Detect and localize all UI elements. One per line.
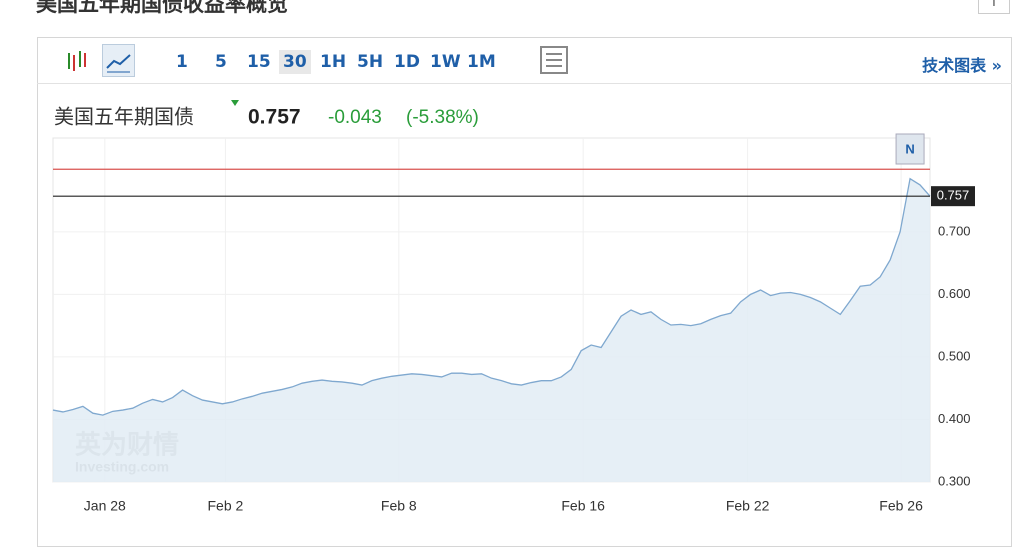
chart: 美国五年期国债 0.757 -0.043 (-5.38%) 0.300 0.400… xyxy=(52,100,975,514)
chart-type-icons[interactable] xyxy=(62,37,122,84)
quote-name: 美国五年期国债 xyxy=(54,105,194,129)
annotation-box xyxy=(895,133,925,165)
table-icon[interactable] xyxy=(540,46,570,76)
interval-button[interactable]: 30 xyxy=(279,50,311,74)
x-tick-label: Feb 2 xyxy=(208,498,244,514)
y-tick-label: 0.300 xyxy=(938,473,971,488)
interval-button[interactable]: 1M xyxy=(467,52,496,72)
last-price-tag xyxy=(931,186,975,207)
technical-chart-link[interactable]: 技术图表 » xyxy=(922,56,1002,75)
x-tick-label: Feb 26 xyxy=(879,498,923,514)
price-line xyxy=(52,177,931,416)
y-tick-label: 0.400 xyxy=(938,411,971,426)
last-price-label: 0.757 xyxy=(937,188,970,203)
interval-button[interactable]: 5H xyxy=(357,52,384,72)
interval-button[interactable]: 1 xyxy=(176,52,188,72)
area-fill xyxy=(53,178,930,482)
page-title: 美国五年期国债收益率概览 xyxy=(36,0,288,16)
interval-button[interactable]: 1W xyxy=(430,52,461,72)
x-tick-label: Feb 8 xyxy=(381,498,417,514)
quote-change-pct: (-5.38%) xyxy=(406,107,479,128)
info-button[interactable]: i xyxy=(978,0,1010,14)
x-tick-label: Jan 28 xyxy=(84,498,126,514)
down-arrow xyxy=(231,100,239,106)
quote-change: -0.043 xyxy=(328,107,382,128)
x-tick-label: Feb 22 xyxy=(726,498,770,514)
quote-last: 0.757 xyxy=(248,106,301,129)
interval-button[interactable]: 1H xyxy=(320,52,347,72)
page: {"page_title": "美国五年期国债收益率概览", "toolbar"… xyxy=(36,0,1012,547)
interval-button[interactable]: 1D xyxy=(394,52,420,72)
annotation: N xyxy=(905,141,914,156)
line-chart-icon[interactable] xyxy=(102,44,136,78)
interval-button[interactable]: 15 xyxy=(247,52,271,72)
toolbar: 1 5 15 30 1H 5H 1D 1W 1M 技术图表 » xyxy=(37,37,1012,84)
y-tick-label: 0.500 xyxy=(938,348,971,363)
y-tick-label: 0.700 xyxy=(938,223,971,238)
x-tick-label: Feb 16 xyxy=(561,498,605,514)
interval-button[interactable]: 5 xyxy=(215,52,227,72)
y-tick-label: 0.600 xyxy=(938,286,971,301)
